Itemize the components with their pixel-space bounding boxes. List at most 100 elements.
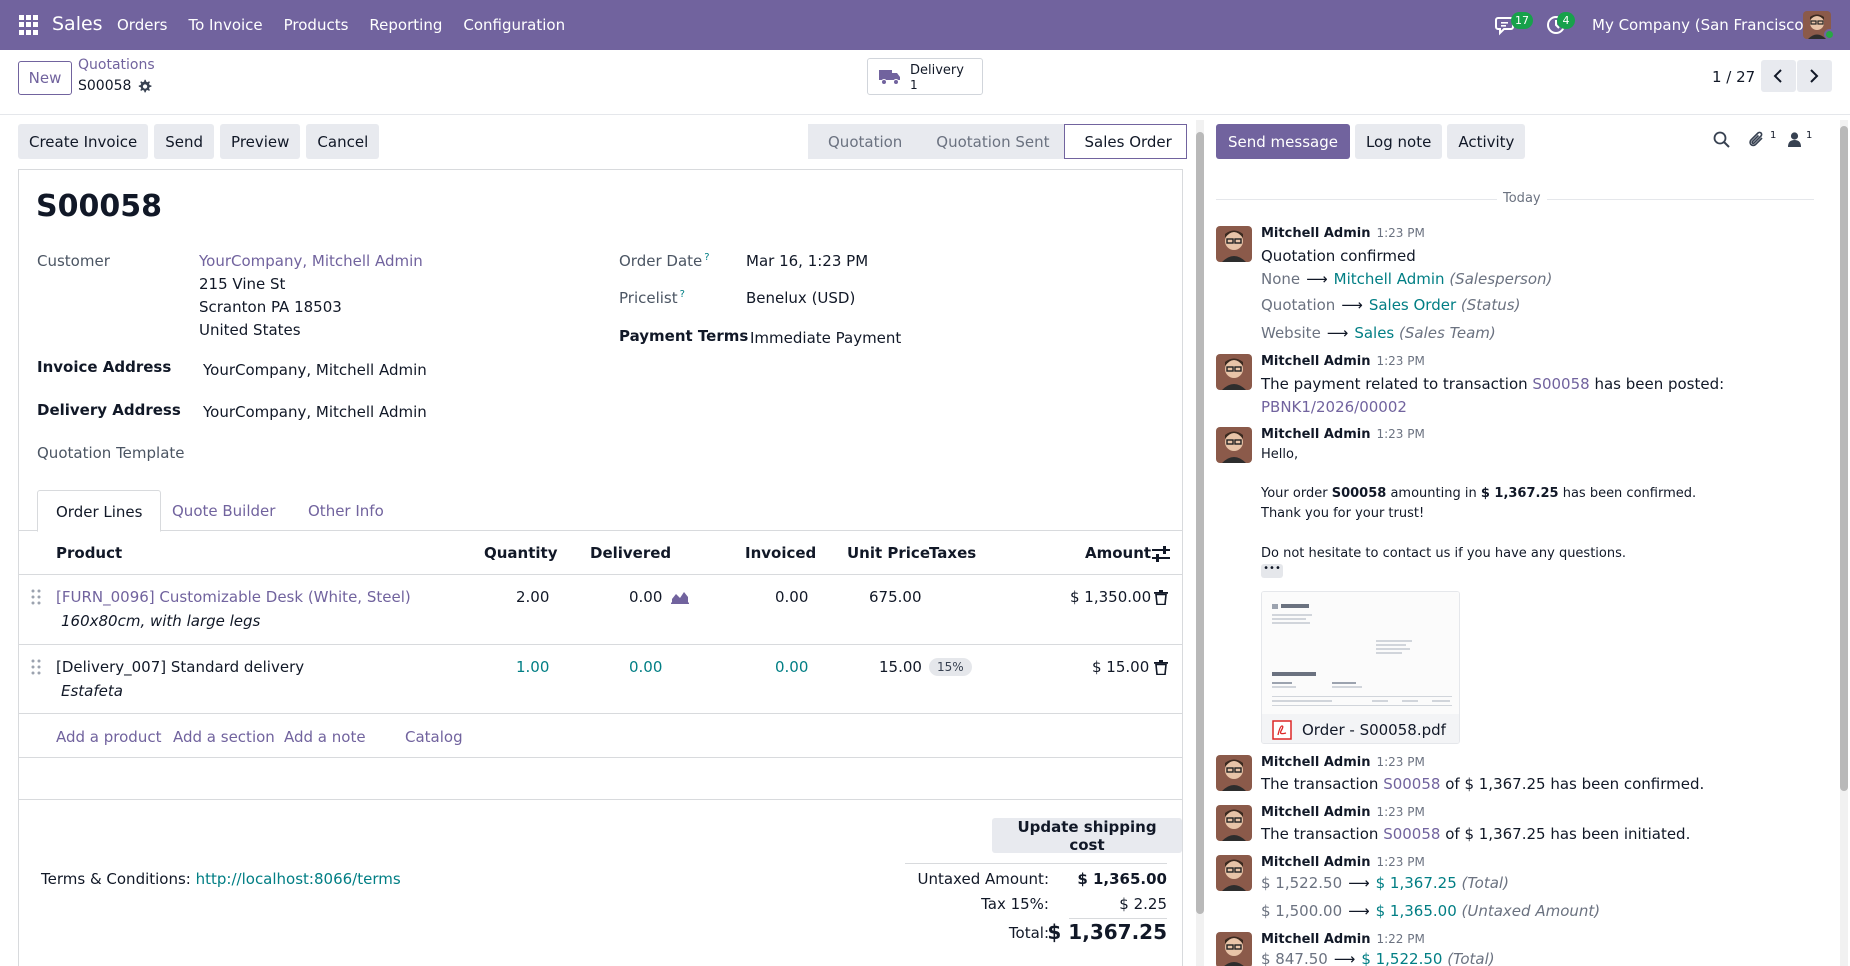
menu-configuration[interactable]: Configuration <box>463 16 566 34</box>
chatter-scrollbar-thumb[interactable] <box>1840 126 1848 791</box>
line-amount: $ 1,350.00 <box>1070 588 1152 606</box>
transaction-link[interactable]: S00058 <box>1383 825 1441 843</box>
update-shipping-cost-button[interactable]: Update shipping cost <box>992 818 1182 854</box>
gear-icon[interactable] <box>137 79 152 94</box>
search-icon[interactable] <box>1713 131 1730 148</box>
cancel-button[interactable]: Cancel <box>306 124 380 159</box>
message-author[interactable]: Mitchell Admin 1:23 PM <box>1261 226 1425 241</box>
col-amount[interactable]: Amount <box>1085 544 1152 562</box>
trash-icon[interactable] <box>1154 590 1168 605</box>
customer-field[interactable]: YourCompany, Mitchell Admin <box>199 252 423 270</box>
forecast-chart-icon[interactable] <box>671 590 689 604</box>
expand-message-button[interactable]: ••• <box>1261 564 1283 578</box>
help-icon[interactable]: ? <box>679 289 685 300</box>
menu-to-invoice[interactable]: To Invoice <box>188 16 263 34</box>
delivery-smart-button[interactable]: Delivery 1 <box>867 58 983 95</box>
col-invoiced[interactable]: Invoiced <box>745 544 817 562</box>
table-row[interactable]: [FURN_0096] Customizable Desk (White, St… <box>19 575 1182 645</box>
line-product[interactable]: [Delivery_007] Standard delivery <box>56 658 305 676</box>
message-author[interactable]: Mitchell Admin 1:22 PM <box>1261 932 1425 947</box>
message-author[interactable]: Mitchell Admin 1:23 PM <box>1261 805 1425 820</box>
tab-quote-builder[interactable]: Quote Builder <box>172 502 276 520</box>
log-note-button[interactable]: Log note <box>1354 124 1443 159</box>
col-quantity[interactable]: Quantity <box>484 544 558 562</box>
message-avatar[interactable] <box>1216 932 1252 966</box>
drag-handle-icon[interactable] <box>31 659 41 675</box>
drag-handle-icon[interactable] <box>31 589 41 605</box>
add-product-link[interactable]: Add a product <box>56 728 162 746</box>
pricelist-field[interactable]: Benelux (USD) <box>746 289 856 307</box>
tracking-change: Quotation ⟶ Sales Order (Status) <box>1261 296 1521 314</box>
user-avatar[interactable] <box>1803 11 1831 39</box>
message-body: Thank you for your trust! <box>1261 506 1425 521</box>
breadcrumb-quotations[interactable]: Quotations <box>78 57 155 73</box>
tab-order-lines[interactable]: Order Lines <box>37 490 162 532</box>
send-button[interactable]: Send <box>154 124 215 159</box>
terms-link[interactable]: http://localhost:8066/terms <box>195 870 401 888</box>
pager-next-button[interactable] <box>1797 60 1832 92</box>
add-note-link[interactable]: Add a note <box>284 728 366 746</box>
menu-products[interactable]: Products <box>283 16 349 34</box>
company-switcher[interactable]: My Company (San Francisco) <box>1592 16 1810 34</box>
message-author[interactable]: Mitchell Admin 1:23 PM <box>1261 755 1425 770</box>
line-quantity[interactable]: 1.00 <box>516 658 550 676</box>
message-avatar[interactable] <box>1216 226 1252 262</box>
followers-icon[interactable] <box>1787 131 1802 148</box>
line-quantity[interactable]: 2.00 <box>516 588 550 606</box>
truck-icon <box>879 70 900 85</box>
col-delivered[interactable]: Delivered <box>590 544 672 562</box>
tax-badge[interactable]: 15% <box>929 658 972 676</box>
apps-menu-icon[interactable] <box>19 15 39 35</box>
optional-columns-icon[interactable] <box>1152 546 1170 562</box>
preview-button[interactable]: Preview <box>220 124 301 159</box>
stage-sales-order[interactable]: Sales Order <box>1063 124 1187 159</box>
delivery-address-field[interactable]: YourCompany, Mitchell Admin <box>203 403 427 421</box>
send-message-button[interactable]: Send message <box>1216 124 1350 159</box>
stage-quotation[interactable]: Quotation <box>808 124 917 159</box>
col-unit-price[interactable]: Unit Price <box>847 544 930 562</box>
transaction-link[interactable]: S00058 <box>1383 775 1441 793</box>
message-avatar[interactable] <box>1216 354 1252 390</box>
activity-button[interactable]: Activity <box>1447 124 1526 159</box>
paperclip-icon[interactable] <box>1748 131 1765 148</box>
message-time: 1:23 PM <box>1376 354 1425 368</box>
menu-reporting[interactable]: Reporting <box>369 16 443 34</box>
message-avatar[interactable] <box>1216 805 1252 841</box>
table-row[interactable]: [Delivery_007] Standard delivery Estafet… <box>19 645 1182 714</box>
chatter-scrollbar[interactable] <box>1840 120 1848 966</box>
add-section-link[interactable]: Add a section <box>173 728 275 746</box>
message-avatar[interactable] <box>1216 755 1252 791</box>
form-scrollbar[interactable] <box>1196 120 1204 966</box>
payment-terms-field[interactable]: Immediate Payment <box>750 329 902 347</box>
app-name[interactable]: Sales <box>52 13 103 35</box>
stage-quotation-sent[interactable]: Quotation Sent <box>916 124 1064 159</box>
help-icon[interactable]: ? <box>704 252 710 263</box>
message-author[interactable]: Mitchell Admin 1:23 PM <box>1261 354 1425 369</box>
create-invoice-button[interactable]: Create Invoice <box>18 124 149 159</box>
pager-previous-button[interactable] <box>1761 60 1796 92</box>
tab-other-info[interactable]: Other Info <box>308 502 384 520</box>
tracking-change: $ 1,522.50 ⟶ $ 1,367.25 (Total) <box>1261 874 1509 892</box>
message-body: PBNK1/2026/00002 <box>1261 398 1407 416</box>
transaction-link[interactable]: S00058 <box>1532 375 1590 393</box>
col-taxes[interactable]: Taxes <box>929 544 977 562</box>
form-scrollbar-thumb[interactable] <box>1196 132 1204 914</box>
message-avatar[interactable] <box>1216 427 1252 463</box>
payment-link[interactable]: PBNK1/2026/00002 <box>1261 398 1407 416</box>
attachment-filename[interactable]: Order - S00058.pdf <box>1302 721 1446 739</box>
message-author[interactable]: Mitchell Admin 1:23 PM <box>1261 427 1425 442</box>
order-date-field[interactable]: Mar 16, 1:23 PM <box>746 252 869 270</box>
line-unit-price[interactable]: 675.00 <box>869 588 922 606</box>
pager-value[interactable]: 1 / 27 <box>1712 68 1756 86</box>
invoice-address-field[interactable]: YourCompany, Mitchell Admin <box>203 361 427 379</box>
trash-icon[interactable] <box>1154 660 1168 675</box>
catalog-link[interactable]: Catalog <box>405 728 463 746</box>
col-product[interactable]: Product <box>56 544 123 562</box>
message-avatar[interactable] <box>1216 855 1252 891</box>
attachment-card[interactable]: Order - S00058.pdf <box>1261 591 1460 744</box>
line-product[interactable]: [FURN_0096] Customizable Desk (White, St… <box>56 588 411 606</box>
new-button[interactable]: New <box>18 61 72 95</box>
line-unit-price[interactable]: 15.00 <box>879 658 922 676</box>
menu-orders[interactable]: Orders <box>117 16 168 34</box>
message-author[interactable]: Mitchell Admin 1:23 PM <box>1261 855 1425 870</box>
